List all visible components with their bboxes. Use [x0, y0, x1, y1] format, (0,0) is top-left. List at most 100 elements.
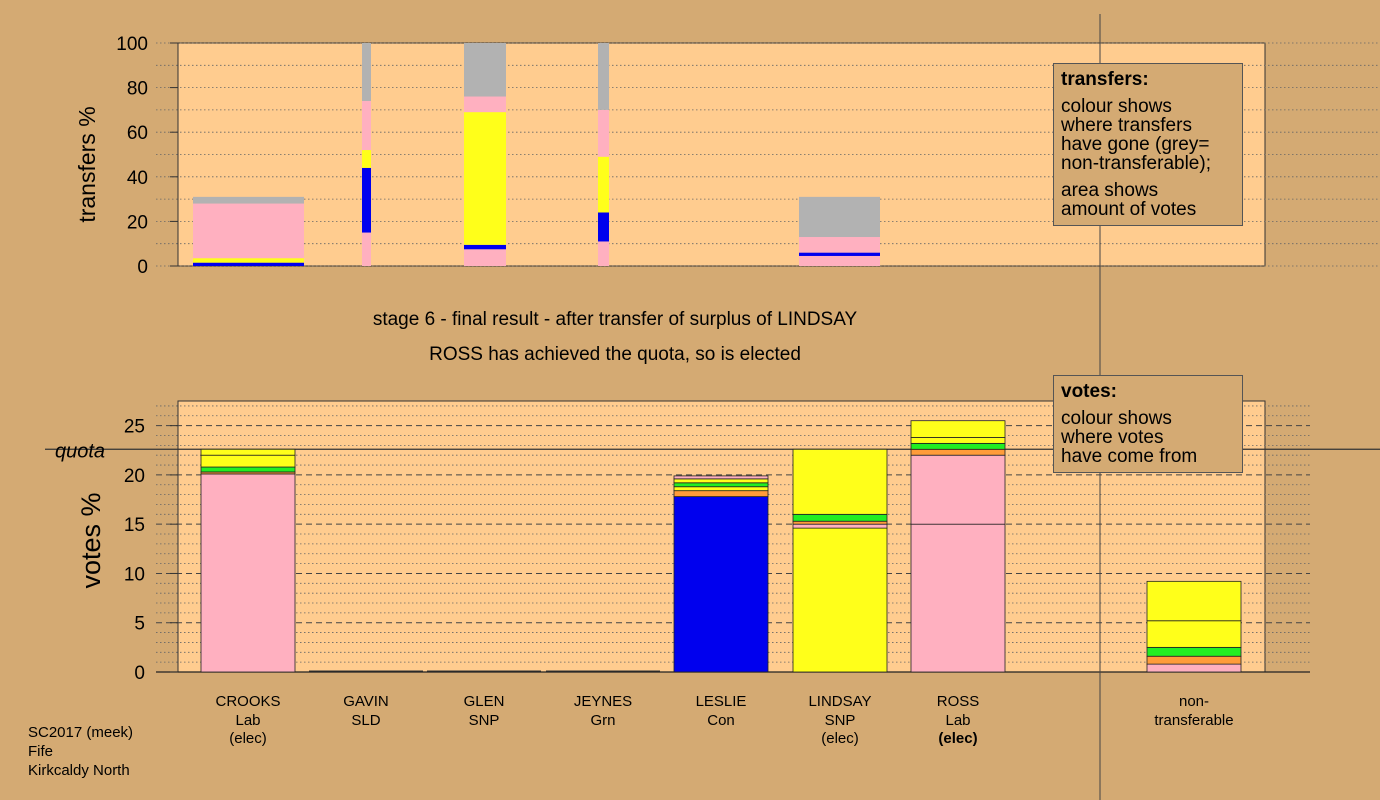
candidate-name: LESLIE: [696, 693, 747, 710]
transfer-segment-jeynes: [598, 212, 609, 242]
candidate-party: Lab: [235, 712, 260, 729]
vote-segment-ross: [910, 523, 1006, 673]
transfer-segment-glen: [464, 43, 506, 97]
transfers-y-tick-label: 100: [116, 34, 148, 55]
votes-y-tick-label: 25: [124, 417, 145, 438]
votes-y-tick-label: 20: [124, 466, 145, 487]
transfer-segment-jeynes: [598, 43, 609, 110]
transfer-segment-lindsay: [799, 252, 880, 256]
transfers-y-tick-label: 40: [127, 168, 148, 189]
transfer-segment-glen: [464, 249, 506, 266]
transfers-y-axis-label: transfers %: [74, 106, 100, 222]
votes-y-tick-label: 0: [134, 663, 145, 684]
transfer-segment-glen: [464, 112, 506, 245]
transfer-segment-glen: [464, 96, 506, 113]
transfers-y-tick-label: 80: [127, 79, 148, 100]
vote-segment-crooks: [200, 473, 296, 673]
vote-segment-lindsay: [792, 448, 888, 515]
candidate-party: Con: [707, 712, 735, 729]
candidate-party: Lab: [945, 712, 970, 729]
vote-segment-leslie: [673, 486, 769, 492]
votes-legend: votes: colour shows where votes have com…: [1053, 375, 1243, 473]
votes-y-tick-label: 10: [124, 564, 145, 585]
elected-caption: ROSS has achieved the quota, so is elect…: [429, 344, 801, 365]
vote-segment-crooks: [200, 466, 296, 473]
candidate-name: GLEN: [464, 693, 505, 710]
transfers-legend: transfers: colour shows where transfers …: [1053, 63, 1243, 226]
vote-segment-ross: [910, 420, 1006, 438]
vote-segment-non: [1146, 663, 1242, 673]
transfers-y-tick-label: 20: [127, 212, 148, 233]
vote-segment-lindsay: [792, 513, 888, 522]
candidate-name: JEYNES: [574, 693, 632, 710]
transfer-segment-crooks: [193, 196, 304, 204]
candidate-party: SLD: [351, 712, 380, 729]
transfer-segment-crooks: [193, 262, 304, 266]
transfer-segment-lindsay: [799, 237, 880, 253]
transfer-segment-jeynes: [598, 156, 609, 213]
vote-segment-non: [1146, 655, 1242, 665]
transfer-segment-crooks: [193, 258, 304, 263]
candidate-status: (elec): [229, 730, 267, 747]
vote-segment-crooks: [200, 454, 296, 468]
vote-segment-lindsay: [792, 523, 888, 529]
candidate-name: LINDSAY: [808, 693, 871, 710]
footer: SC2017 (meek) Fife Kirkcaldy North: [28, 723, 133, 780]
vote-segment-non: [1146, 620, 1242, 648]
vote-segment-leslie: [673, 482, 769, 488]
transfers-legend-line: non-transferable);: [1061, 153, 1211, 174]
vote-segment-non: [1146, 646, 1242, 657]
vote-segment-ross: [910, 437, 1006, 444]
votes-legend-line: have come from: [1061, 446, 1198, 467]
vote-segment-crooks: [200, 448, 296, 456]
transfers-y-tick-label: 60: [127, 123, 148, 144]
stage-caption: stage 6 - final result - after transfer …: [372, 309, 858, 330]
transfers-legend-line: where transfers: [1061, 115, 1192, 136]
transfer-segment-gavin: [362, 100, 371, 151]
quota-label: quota: [55, 440, 105, 462]
transfer-segment-gavin: [362, 150, 371, 168]
candidate-party: transferable: [1154, 712, 1233, 729]
candidate-name: GAVIN: [343, 693, 389, 710]
transfer-segment-lindsay: [799, 196, 880, 238]
transfers-y-tick-label: 0: [137, 257, 148, 278]
vote-segment-leslie: [673, 496, 769, 673]
transfer-segment-gavin: [362, 232, 371, 266]
vote-segment-lindsay: [792, 520, 888, 525]
candidate-name: ROSS: [937, 693, 980, 710]
candidate-party: Grn: [590, 712, 615, 729]
votes-legend-title: votes:: [1061, 381, 1117, 402]
transfer-segment-jeynes: [598, 241, 609, 266]
vote-segment-leslie: [673, 478, 769, 484]
footer-election: SC2017 (meek): [28, 724, 134, 741]
votes-legend-line: where votes: [1061, 427, 1164, 448]
transfer-segment-glen: [464, 244, 506, 250]
candidate-status: (elec): [938, 730, 977, 747]
vote-segment-non: [1146, 580, 1242, 622]
vote-segment-ross: [910, 454, 1006, 525]
vote-segment-ross: [910, 448, 1006, 456]
transfer-segment-lindsay: [799, 255, 880, 266]
candidate-status: (elec): [821, 730, 859, 747]
votes-y-tick-label: 15: [124, 515, 145, 536]
footer-council: Fife: [28, 743, 54, 760]
vote-segment-leslie: [673, 490, 769, 497]
transfers-legend-title: transfers:: [1061, 69, 1149, 90]
transfers-legend-line: area shows: [1061, 180, 1159, 201]
candidate-name: CROOKS: [215, 693, 280, 710]
transfer-segment-gavin: [362, 167, 371, 233]
transfers-legend-line: have gone (grey=: [1061, 134, 1210, 155]
transfers-legend-line: colour shows: [1061, 96, 1172, 117]
vote-segment-ross: [910, 442, 1006, 450]
votes-legend-line: colour shows: [1061, 408, 1172, 429]
vote-segment-lindsay: [792, 527, 888, 673]
transfer-segment-jeynes: [598, 109, 609, 157]
footer-ward: Kirkcaldy North: [28, 762, 130, 779]
transfer-segment-crooks: [193, 203, 304, 259]
candidate-name: non-: [1179, 693, 1209, 710]
candidate-party: SNP: [825, 712, 856, 729]
votes-y-tick-label: 5: [134, 614, 145, 635]
transfer-segment-gavin: [362, 43, 371, 101]
transfers-legend-line: amount of votes: [1061, 199, 1197, 220]
votes-y-axis-label: votes %: [76, 492, 106, 588]
